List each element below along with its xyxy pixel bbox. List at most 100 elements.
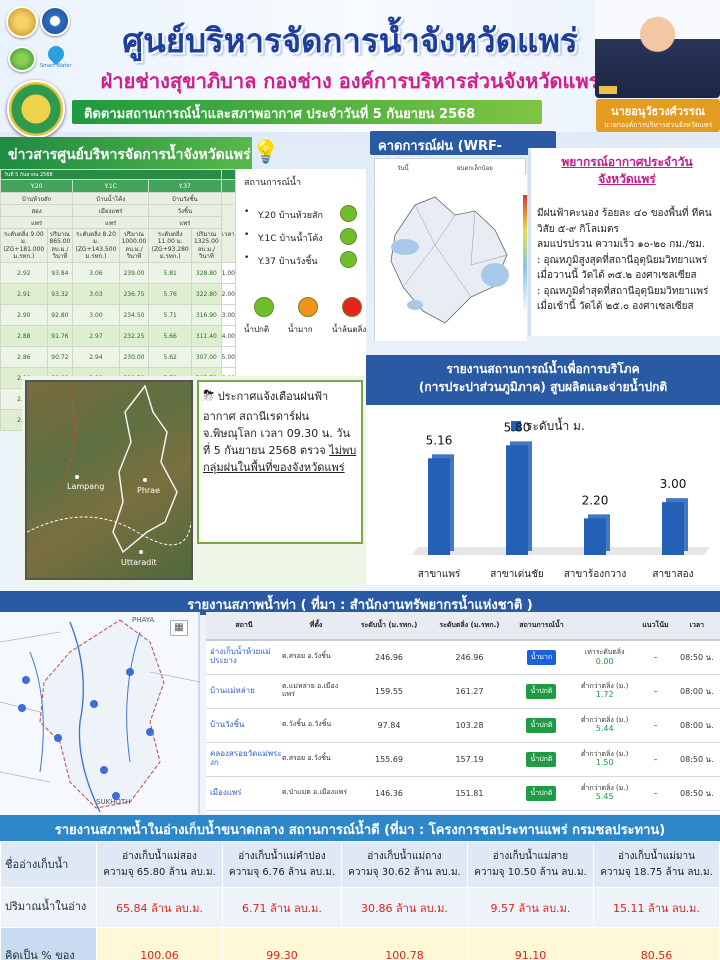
station-name-link[interactable]: อ่างเก็บน้ำห้วยแม่ประยาง <box>206 640 282 675</box>
bar <box>428 458 450 555</box>
river-table-row: Y.20 Y.1C Y.37 <box>0 179 237 193</box>
station-note: เท่าระดับตลิ่ง <box>584 648 625 657</box>
river-province: แพร่ <box>0 216 74 229</box>
official-portrait <box>595 0 720 98</box>
river-province: แพร่ <box>148 216 222 229</box>
page-title: ศูนย์บริหารจัดการน้ำจังหวัดแพร่ <box>122 21 578 60</box>
station-row[interactable]: คลองสรอยวัดแม่พระงก ต.สรอย อ.วังชิ้น 155.6… <box>206 742 720 777</box>
river-station-code: Y.20 <box>0 179 74 193</box>
pao-phrae-logo <box>7 80 65 138</box>
chart-legend-label: ระดับน้ำ ม. <box>526 417 585 433</box>
reservoir-percent: 99.30 <box>266 948 298 960</box>
header: Smart Water ศูนย์บริหารจัดการน้ำจังหวัดแ… <box>0 0 720 138</box>
legend-label: น้ำปกติ <box>244 325 270 334</box>
map-layers-button[interactable]: ▦ <box>170 620 188 636</box>
station-column-header[interactable]: แนวโน้ม <box>637 612 674 641</box>
station-name-link[interactable]: บ้านวังชิ้น <box>206 708 282 743</box>
river-value-cell: 3.03 <box>72 283 120 305</box>
station-row[interactable]: บ้านแม่หล่าย ต.แม่หล่าย อ.เมืองแพร่ 159.55… <box>206 674 720 709</box>
river-hour-cell: 4.00 <box>220 325 237 347</box>
weather-forecast-panel: พยากรณ์อากาศประจำวัน จังหวัดแพร่ มีฝนฟ้า… <box>528 148 720 336</box>
station-column-header[interactable]: สถานการณ์น้ำ <box>510 612 573 641</box>
bar-value-label: 3.00 <box>660 477 687 491</box>
river-value-cell: 92.80 <box>46 304 74 326</box>
radar-label-lampang: Lampang <box>67 482 105 491</box>
station-location: ต.ป่าแมต อ.เมืองแพร่ <box>282 776 350 811</box>
river-value-cell: 91.76 <box>46 325 74 347</box>
streamflow-section-title: รายงานสภาพน้ำท่า ( ที่มา : สำนักงานทรัพย… <box>0 591 720 615</box>
river-district: สอง <box>0 204 74 217</box>
status-station-label: Y.20 บ้านห้วยสัก <box>258 211 323 221</box>
report-date: ติดตามสถานการณ์น้ำและสภาพอากาศ ประจำวันท… <box>72 100 542 124</box>
river-value-cell: 311.40 <box>191 325 222 347</box>
station-trend: – <box>637 674 674 709</box>
river-value-cell: 236.75 <box>118 283 150 305</box>
river-table-row: แพร่ แพร่ แพร่ <box>0 216 236 229</box>
reservoir-percent: 100.78 <box>385 948 424 960</box>
chart-floor <box>412 547 710 555</box>
reservoir-section-title: รายงานสภาพน้ำในอ่างเก็บน้ำขนาดกลาง สถานก… <box>0 815 720 841</box>
station-time: 08:00 น. <box>673 708 720 743</box>
river-station-name: บ้านน้ำโค้ง <box>72 192 150 205</box>
river-value-cell: 232.25 <box>118 325 150 347</box>
station-name-link[interactable]: คลองสรอยวัดแม่พระงก <box>206 742 282 777</box>
river-district: วังชิ้น <box>148 204 222 217</box>
river-hour-cell: 2.00 <box>220 283 237 305</box>
wrf-tab-today[interactable]: วันนี้ <box>397 165 409 172</box>
station-map: PHAYA SUKHOTH ▦ <box>0 612 200 814</box>
bar <box>662 502 684 555</box>
station-location: ต.สรอย อ.วังชิ้น <box>282 640 350 675</box>
reservoir-name: อ่างเก็บน้ำแม่สอง <box>122 850 197 862</box>
river-table-row: 2.90 92.80 3.00 234.50 5.71 316.90 3.00 <box>0 304 237 326</box>
river-value-cell: 307.00 <box>191 346 222 368</box>
river-value-cell: 3.06 <box>72 262 120 284</box>
bar-category-label: สาขาเด่นชัย <box>490 569 544 580</box>
river-table-row: 2.92 93.84 3.06 239.00 5.81 328.80 1.00 <box>0 262 237 284</box>
reservoir-row-label: คิดเป็น % ของความจุ <box>0 927 97 960</box>
station-column-header[interactable] <box>572 612 638 641</box>
station-time: 08:50 น. <box>673 640 720 675</box>
river-flow-header: ปริมาณ 1000.00 ลบ.ม./วินาที <box>118 228 150 263</box>
reservoir-volume: 65.84 ล้าน ลบ.ม. <box>96 887 223 928</box>
river-date-label: วันที่ 5 กันยายน 2568 <box>0 169 222 180</box>
station-note: ต่ำกว่าตลิ่ง (ม.) <box>580 784 629 792</box>
river-table-row: 2.86 90.72 2.94 230.00 5.62 307.00 5.00 <box>0 346 237 368</box>
station-name-link[interactable]: เมืองแพร่ <box>206 776 282 811</box>
smart-water-logo: Smart Water <box>40 42 74 72</box>
reservoir-volume: 6.71 ล้าน ลบ.ม. <box>222 887 342 928</box>
station-column-header[interactable]: ระดับตลิ่ง (ม.รทก.) <box>428 612 511 641</box>
station-row[interactable]: บ้านวังชิ้น ต.วังชิ้น อ.วังชิ้น 97.84 103.2… <box>206 708 720 743</box>
river-value-cell: 5.66 <box>148 325 193 347</box>
station-column-header[interactable]: ที่ตั้ง <box>282 612 350 641</box>
station-row[interactable]: อ่างเก็บน้ำห้วยแม่ประยาง ต.สรอย อ.วังชิ้น… <box>206 640 720 675</box>
river-table-row: วันที่ 5 กันยายน 2568 <box>0 169 237 180</box>
reservoir-capacity: ความจุ 6.76 ล้าน ลบ.ม. <box>228 866 336 878</box>
station-column-header[interactable]: สถานี <box>206 612 282 641</box>
river-value-cell: 2.94 <box>72 346 120 368</box>
station-column-header[interactable]: ระดับน้ำ (ม.รทก.) <box>350 612 428 641</box>
river-province: แพร่ <box>72 216 150 229</box>
river-station-code: Y.37 <box>148 179 222 193</box>
river-value-cell: 239.00 <box>118 262 150 284</box>
wrf-tab-light-rain[interactable]: ฝนตกเล็กน้อย <box>457 165 493 172</box>
radar-label-phrae: Phrae <box>137 486 161 495</box>
reservoir-row-label: ปริมาณน้ำในอ่าง <box>0 887 97 928</box>
reservoir-capacity: ความจุ 18.75 ล้าน ลบ.ม. <box>600 866 713 878</box>
rank-insignia <box>599 86 617 94</box>
station-table-panel: สถานี ที่ตั้ง ระดับน้ำ (ม.รทก.) ระดับตลิ่ง … <box>206 612 720 814</box>
bar-value-label: 5.80 <box>504 420 531 434</box>
river-value-cell: 322.80 <box>191 283 222 305</box>
bar-category-label: สาขาแพร่ <box>418 569 461 580</box>
reservoir-name: อ่างเก็บน้ำแม่สาย <box>492 850 569 862</box>
station-column-header[interactable]: เวลา <box>673 612 720 641</box>
status-bullet-icon: • <box>244 207 250 217</box>
station-name-link[interactable]: บ้านแม่หล่าย <box>206 674 282 709</box>
reservoir-percent: 80.56 <box>640 948 673 960</box>
station-water-level: 246.96 <box>350 640 428 675</box>
station-bank-level: 246.96 <box>428 640 511 675</box>
river-value-cell: 93.32 <box>46 283 74 305</box>
station-status-badge: น้ำปกติ <box>526 683 557 699</box>
station-row[interactable]: เมืองแพร่ ต.ป่าแมต อ.เมืองแพร่ 146.36 151.8… <box>206 776 720 811</box>
river-table-row: 2.88 91.76 2.97 232.25 5.66 311.40 4.00 <box>0 325 237 347</box>
river-flow-header: ปริมาณ 1325.00 ลบ.ม./วินาที <box>191 228 222 263</box>
